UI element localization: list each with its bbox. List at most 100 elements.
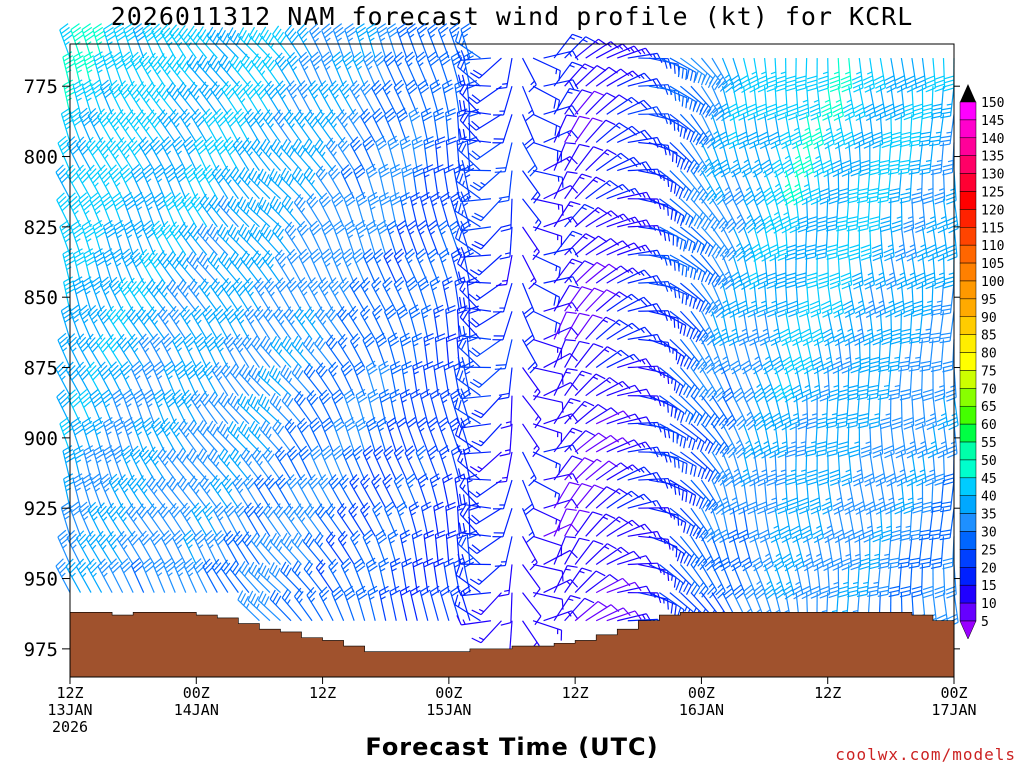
- wind-barb: [862, 57, 875, 93]
- wind-barb: [648, 507, 680, 526]
- wind-barb: [606, 187, 642, 200]
- wind-barb: [317, 277, 334, 312]
- wind-barb: [877, 367, 892, 401]
- wind-barb: [847, 564, 860, 598]
- wind-barb: [434, 333, 446, 368]
- wind-barb: [97, 558, 113, 593]
- wind-barb: [762, 367, 776, 403]
- wind-barb: [888, 367, 902, 401]
- wind-barb: [700, 310, 716, 346]
- wind-barb: [386, 220, 398, 256]
- wind-barb: [147, 446, 166, 481]
- wind-barb: [498, 170, 513, 203]
- wind-barb: [795, 226, 808, 260]
- wind-barb: [275, 474, 292, 509]
- terrain-area: [69, 611, 955, 678]
- wind-barb: [521, 479, 535, 515]
- wind-barb: [863, 451, 876, 487]
- wind-barb: [399, 135, 412, 171]
- wind-barb: [296, 417, 313, 453]
- wind-barb: [585, 377, 619, 397]
- wind-barb: [522, 395, 542, 429]
- wind-barb: [574, 146, 604, 171]
- wind-barb: [522, 226, 540, 261]
- x-tick-label: 16JAN: [679, 701, 724, 719]
- wind-barb: [408, 107, 421, 143]
- wind-barb: [851, 254, 864, 290]
- wind-barb: [553, 339, 576, 368]
- wind-barb: [905, 226, 918, 262]
- wind-barb: [822, 508, 835, 544]
- wind-barb: [360, 80, 376, 115]
- wind-barb: [564, 509, 590, 537]
- wind-barb: [700, 479, 719, 514]
- wind-barb: [790, 170, 804, 206]
- wind-barb: [742, 170, 756, 206]
- wind-barb: [648, 563, 677, 588]
- wind-barb: [309, 417, 324, 453]
- wind-barb: [930, 480, 945, 513]
- wind-barb: [862, 114, 875, 149]
- wind-barb: [207, 251, 229, 284]
- wind-barb: [132, 417, 145, 453]
- wind-barb: [315, 165, 334, 200]
- wind-barb: [156, 278, 176, 312]
- wind-barb: [270, 532, 292, 565]
- wind-barb: [365, 220, 378, 256]
- wind-barb: [553, 508, 577, 537]
- wind-barb: [585, 180, 619, 200]
- wind-barb: [365, 23, 378, 59]
- wind-barb: [606, 439, 642, 453]
- wind-barb: [711, 254, 728, 289]
- wind-barb: [690, 142, 708, 177]
- wind-barb: [97, 361, 113, 396]
- wind-barb: [373, 445, 387, 481]
- wind-barb: [420, 304, 432, 340]
- wind-barb: [417, 473, 429, 509]
- wind-barb: [851, 57, 864, 93]
- wind-barb: [411, 332, 423, 368]
- wind-barb: [193, 332, 208, 368]
- wind-barb: [106, 530, 124, 565]
- wind-barb: [272, 25, 292, 59]
- wind-barb: [788, 395, 800, 431]
- wind-barb: [143, 191, 156, 228]
- wind-barb: [132, 220, 145, 256]
- colorbar-label: 90: [981, 311, 997, 326]
- wind-barb: [371, 80, 387, 115]
- wind-barb: [304, 306, 324, 340]
- wind-barb: [106, 136, 124, 171]
- wind-barb: [794, 423, 808, 457]
- wind-barb: [574, 458, 602, 481]
- wind-barb: [690, 198, 712, 231]
- wind-barb: [795, 58, 808, 92]
- wind-barb: [393, 51, 408, 87]
- wind-barb: [574, 511, 603, 537]
- wind-barb: [496, 451, 513, 484]
- wind-barb: [553, 594, 581, 622]
- wind-barb: [815, 226, 829, 260]
- wind-barb: [721, 170, 735, 206]
- wind-barb: [223, 108, 239, 143]
- wind-barb: [740, 142, 753, 178]
- wind-barb: [898, 536, 913, 569]
- wind-barb: [296, 23, 313, 59]
- wind-barb: [202, 108, 218, 143]
- wind-barb: [801, 339, 814, 375]
- wind-barb: [521, 282, 535, 318]
- x-tick-label: 00Z: [688, 684, 715, 702]
- wind-barb: [338, 474, 355, 509]
- wind-barb: [460, 388, 472, 424]
- colorbar-segment: [959, 298, 977, 318]
- wind-barb: [411, 529, 423, 565]
- wind-barb: [911, 564, 924, 598]
- wind-barb: [496, 57, 513, 90]
- wind-barb: [471, 395, 502, 419]
- wind-barb: [893, 480, 905, 515]
- wind-barb: [831, 339, 843, 375]
- wind-barb: [846, 395, 860, 429]
- wind-barb: [899, 367, 913, 401]
- wind-barb: [429, 473, 441, 509]
- wind-barb: [842, 283, 855, 318]
- wind-barb: [445, 108, 456, 143]
